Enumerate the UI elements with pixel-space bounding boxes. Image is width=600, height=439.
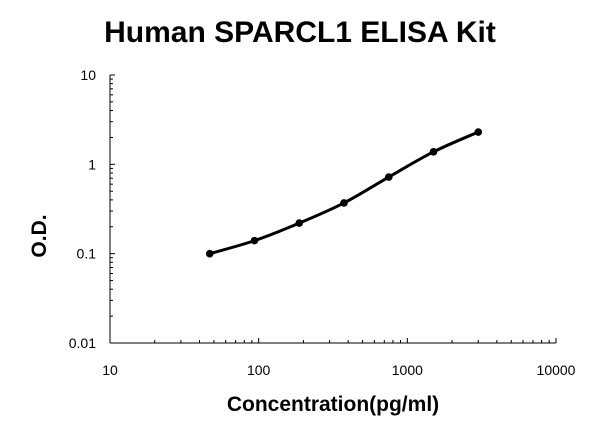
y-tick-label: 1 [88,156,96,172]
tick-labels: 10 1 0.1 0.01 10 100 1000 10000 [69,67,576,378]
series [205,128,483,258]
data-point [384,173,393,181]
x-tick-label: 1000 [392,362,423,378]
data-point [250,236,259,245]
x-tick-label: 100 [247,362,271,378]
data-point [205,249,214,258]
x-tick-label: 10000 [537,362,576,378]
x-axis-label: Concentration(pg/ml) [226,393,440,416]
y-tick-label: 0.01 [69,335,96,351]
y-tick-label: 10 [80,67,96,83]
data-point [474,128,483,136]
series-line [209,130,479,256]
chart-title: Human SPARCL1 ELISA Kit [104,16,496,49]
data-point [429,148,438,156]
x-tick-label: 10 [102,362,118,378]
data-point [295,219,304,227]
axes [109,75,556,344]
ticks [109,74,557,344]
y-tick-label: 0.1 [77,246,97,262]
data-point [340,199,348,207]
